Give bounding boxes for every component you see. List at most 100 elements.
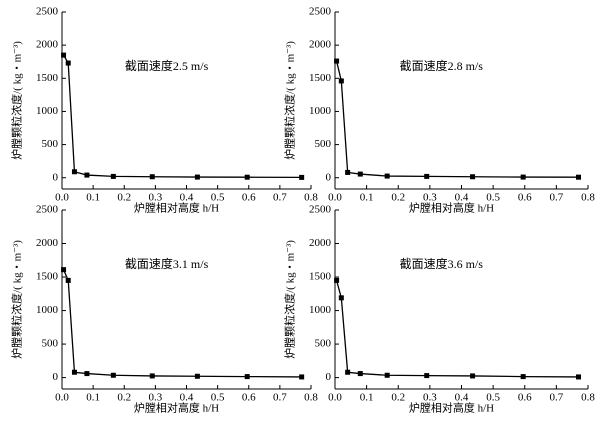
- data-point: [334, 58, 340, 64]
- data-line: [335, 280, 579, 378]
- x-axis-label: 炉膛相对高度 h/H: [409, 201, 494, 215]
- y-tick-label: 1500: [309, 72, 332, 84]
- panel: 0 500 1000 1500 2000 2500 0.0 0.1 0.2 0.3 0.4 0.5 0.…: [283, 204, 596, 415]
- x-tick-label: 0.6: [518, 192, 532, 204]
- annotation: 截面速度3.1 m/s: [125, 256, 209, 271]
- data-point: [71, 169, 77, 175]
- x-tick-label: 0.5: [211, 392, 225, 404]
- data-point: [576, 374, 582, 380]
- x-tick-label: 0.5: [211, 192, 225, 204]
- y-tick-label: 500: [315, 338, 332, 350]
- data-point: [61, 52, 67, 58]
- y-tick-label: 2000: [309, 237, 332, 249]
- x-axis-label: 炉膛相对高度 h/H: [409, 401, 494, 415]
- data-point: [110, 173, 116, 179]
- data-point: [345, 369, 351, 375]
- x-axis-label: 炉膛相对高度 h/H: [134, 201, 219, 215]
- data-point: [384, 173, 390, 179]
- y-tick-label: 1000: [309, 304, 332, 316]
- data-point: [244, 374, 250, 380]
- data-point: [61, 267, 67, 273]
- x-tick-label: 0.2: [391, 392, 405, 404]
- y-tick-label: 2500: [309, 204, 332, 216]
- data-line: [335, 60, 579, 178]
- y-tick-label: 0: [326, 371, 332, 383]
- y-tick-label: 2500: [36, 204, 59, 216]
- x-tick-label: 0.4: [455, 192, 469, 204]
- data-point: [520, 374, 526, 380]
- x-tick-label: 0.6: [242, 392, 256, 404]
- x-tick-label: 0.3: [423, 192, 437, 204]
- y-tick-label: 1500: [36, 72, 59, 84]
- y-tick-label: 1000: [36, 105, 59, 117]
- x-tick-label: 0.3: [423, 392, 437, 404]
- y-tick-label: 500: [42, 138, 59, 150]
- data-point: [244, 174, 250, 180]
- data-point: [338, 78, 344, 84]
- x-tick-label: 0.2: [117, 192, 131, 204]
- x-tick-label: 0.0: [328, 192, 342, 204]
- x-tick-label: 0.3: [149, 192, 163, 204]
- data-point: [470, 174, 476, 180]
- data-point: [299, 174, 305, 180]
- data-line: [62, 54, 302, 179]
- x-tick-label: 0.8: [581, 392, 595, 404]
- annotation: 截面速度2.5 m/s: [125, 58, 209, 73]
- x-tick-label: 0.7: [273, 392, 287, 404]
- data-point: [334, 277, 340, 283]
- x-tick-label: 0.0: [55, 392, 69, 404]
- data-point: [424, 173, 430, 179]
- x-tick-label: 0.1: [360, 392, 374, 404]
- x-tick-label: 0.5: [486, 192, 500, 204]
- x-tick-label: 0.6: [518, 392, 532, 404]
- data-point: [470, 373, 476, 379]
- data-point: [357, 371, 363, 377]
- y-tick-label: 1500: [36, 271, 59, 283]
- y-tick-label: 2000: [36, 237, 59, 249]
- x-tick-label: 0.2: [391, 192, 405, 204]
- data-point: [345, 169, 351, 175]
- x-tick-label: 0.0: [55, 192, 69, 204]
- data-point: [357, 171, 363, 177]
- data-point: [338, 295, 344, 301]
- data-point: [65, 277, 71, 283]
- data-point: [384, 372, 390, 378]
- data-point: [194, 174, 200, 180]
- y-tick-label: 1500: [309, 271, 332, 283]
- data-point: [149, 373, 155, 379]
- x-axis-label: 炉膛相对高度 h/H: [134, 401, 219, 415]
- x-tick-label: 0.7: [550, 192, 564, 204]
- data-point: [65, 60, 71, 66]
- data-point: [84, 371, 90, 377]
- x-tick-label: 0.4: [455, 392, 469, 404]
- x-tick-label: 0.1: [86, 192, 100, 204]
- data-point: [520, 174, 526, 180]
- y-tick-label: 500: [42, 338, 59, 350]
- x-tick-label: 0.5: [486, 392, 500, 404]
- y-tick-label: 2500: [36, 6, 59, 18]
- y-tick-label: 0: [53, 371, 59, 383]
- x-tick-label: 0.3: [149, 392, 163, 404]
- x-tick-label: 0.1: [86, 392, 100, 404]
- data-point: [299, 374, 305, 380]
- x-tick-label: 0.7: [550, 392, 564, 404]
- y-tick-label: 0: [326, 171, 332, 183]
- data-point: [84, 172, 90, 178]
- y-tick-label: 1000: [36, 304, 59, 316]
- data-point: [71, 369, 77, 375]
- y-tick-label: 0: [53, 171, 59, 183]
- x-tick-label: 0.8: [304, 392, 318, 404]
- data-point: [424, 373, 430, 379]
- x-tick-label: 0.0: [328, 392, 342, 404]
- y-axis-label: 炉膛颗粒浓度/( kg・m⁻³): [10, 240, 24, 359]
- annotation: 截面速度3.6 m/s: [400, 256, 484, 271]
- x-tick-label: 0.1: [360, 192, 374, 204]
- y-axis-label: 炉膛颗粒浓度/( kg・m⁻³): [283, 240, 297, 359]
- x-tick-label: 0.4: [180, 192, 194, 204]
- data-point: [576, 174, 582, 180]
- x-tick-label: 0.8: [581, 192, 595, 204]
- data-point: [149, 174, 155, 180]
